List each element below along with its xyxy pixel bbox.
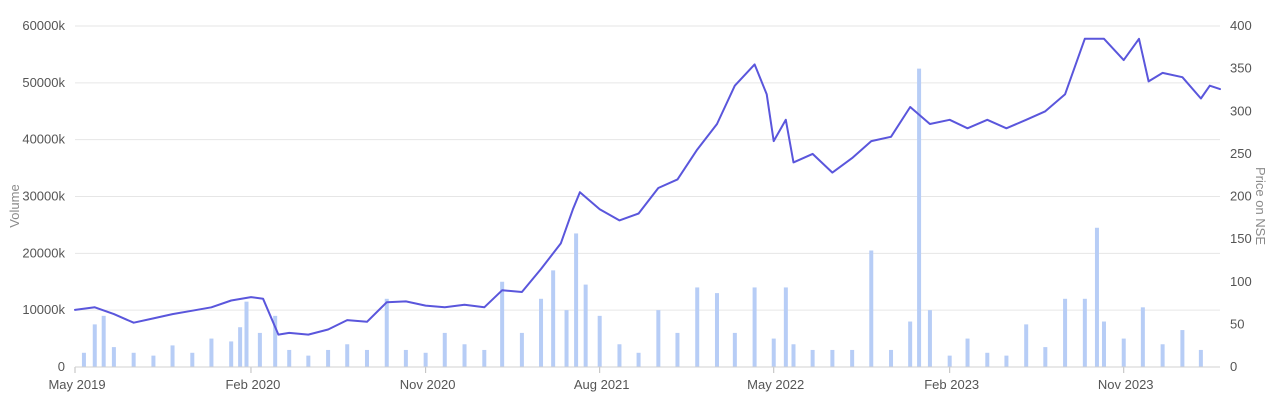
volume-bar — [1180, 330, 1185, 367]
volume-bar — [1063, 298, 1068, 367]
volume-bar — [364, 349, 369, 367]
volume-bar — [519, 332, 524, 367]
y-left-tick-label: 40000k — [22, 132, 65, 147]
volume-bar — [190, 352, 195, 367]
volume-bar — [81, 352, 86, 367]
volume-bar — [574, 233, 579, 367]
volume-bar — [257, 332, 262, 367]
x-tick-label: Feb 2020 — [225, 377, 280, 392]
volume-bar — [462, 344, 467, 367]
volume-bar — [423, 352, 428, 367]
volume-bar — [1043, 347, 1048, 367]
volume-bar — [238, 327, 243, 367]
x-tick-label: May 2022 — [747, 377, 804, 392]
volume-bar — [442, 332, 447, 367]
y-right-tick-label: 250 — [1230, 146, 1252, 161]
volume-bar — [564, 310, 569, 367]
volume-bar — [917, 68, 922, 367]
volume-bar — [244, 301, 249, 367]
volume-bar — [597, 315, 602, 367]
volume-bar — [111, 347, 116, 367]
volume-bar — [482, 349, 487, 367]
volume-bar — [403, 349, 408, 367]
volume-bar — [965, 338, 970, 367]
y-right-tick-label: 50 — [1230, 316, 1244, 331]
y-right-tick-label: 100 — [1230, 274, 1252, 289]
volume-bar — [850, 349, 855, 367]
volume-bar — [92, 324, 97, 367]
volume-bar — [1101, 321, 1106, 367]
y-right-tick-label: 350 — [1230, 61, 1252, 76]
y-right-tick-label: 400 — [1230, 18, 1252, 33]
volume-bar — [101, 315, 106, 367]
volume-bar — [675, 332, 680, 367]
volume-bar — [384, 298, 389, 367]
volume-bar — [810, 349, 815, 367]
volume-bar — [1160, 344, 1165, 367]
y-left-tick-label: 60000k — [22, 18, 65, 33]
volume-bar — [345, 344, 350, 367]
volume-bar — [1004, 355, 1009, 367]
y-axis-left-title: Volume — [7, 184, 22, 227]
volume-bar — [1121, 338, 1126, 367]
y-axis-right-title: Price on NSE — [1253, 167, 1268, 245]
x-tick-label: Feb 2023 — [924, 377, 979, 392]
volume-bar — [695, 287, 700, 367]
volume-bar — [306, 355, 311, 367]
volume-bar — [869, 250, 874, 367]
volume-bar — [170, 345, 175, 367]
volume-bar — [273, 315, 278, 367]
volume-bar — [771, 338, 776, 367]
y-right-tick-label: 150 — [1230, 231, 1252, 246]
volume-bar — [551, 270, 556, 367]
volume-bar — [947, 355, 952, 367]
volume-bar — [889, 349, 894, 367]
volume-bar — [617, 344, 622, 367]
y-right-tick-label: 200 — [1230, 189, 1252, 204]
volume-bar — [636, 352, 641, 367]
volume-bar — [908, 321, 913, 367]
volume-bar — [1094, 227, 1099, 367]
volume-bar — [131, 352, 136, 367]
price-line — [74, 37, 1221, 336]
y-right-tick-label: 0 — [1230, 359, 1237, 374]
volume-bar — [656, 310, 661, 367]
x-tick-label: Aug 2021 — [574, 377, 630, 392]
volume-bar — [927, 310, 932, 367]
x-tick-label: Nov 2023 — [1098, 377, 1154, 392]
volume-bar — [1140, 307, 1145, 367]
volume-bar — [287, 349, 292, 367]
y-right-tick-label: 300 — [1230, 103, 1252, 118]
volume-bar — [985, 352, 990, 367]
volume-bar — [1082, 298, 1087, 367]
volume-bar — [209, 338, 214, 367]
x-tick-label: May 2019 — [48, 377, 105, 392]
volume-bar — [539, 298, 544, 367]
volume-bar — [714, 293, 719, 367]
volume-bar — [229, 341, 234, 367]
volume-bar — [732, 332, 737, 367]
volume-bar — [583, 284, 588, 367]
volume-bar — [791, 344, 796, 367]
y-left-tick-label: 10000k — [22, 302, 65, 317]
volume-bar — [783, 287, 788, 367]
volume-bar — [1024, 324, 1029, 367]
volume-bar — [500, 281, 505, 367]
y-left-tick-label: 20000k — [22, 245, 65, 260]
volume-bar — [326, 349, 331, 367]
y-left-tick-label: 0 — [58, 359, 65, 374]
volume-bar — [752, 287, 757, 367]
volume-bar — [1198, 349, 1203, 367]
y-left-tick-label: 50000k — [22, 75, 65, 90]
volume-bar — [830, 349, 835, 367]
x-tick-label: Nov 2020 — [400, 377, 456, 392]
volume-bar — [151, 355, 156, 367]
y-left-tick-label: 30000k — [22, 189, 65, 204]
